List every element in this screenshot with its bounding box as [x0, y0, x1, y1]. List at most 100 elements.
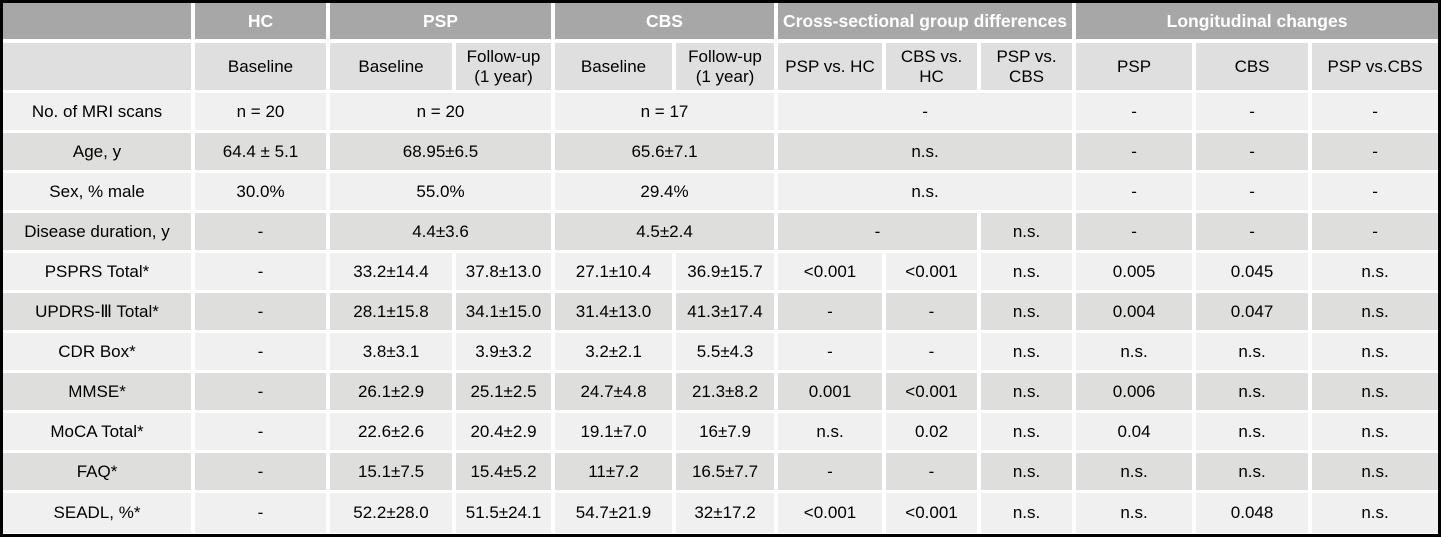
- cell-cbs-merged: 29.4%: [555, 173, 779, 213]
- cell-hc-baseline: -: [195, 333, 330, 373]
- cell-long-cbs: n.s.: [1196, 373, 1313, 413]
- cell-long-cbs: 0.047: [1196, 293, 1313, 333]
- cell-long-psp-vs-cbs: n.s.: [1312, 293, 1438, 333]
- cell-hc-baseline: -: [195, 453, 330, 493]
- group-header-row: HC PSP CBS Cross-sectional group differe…: [3, 3, 1438, 43]
- cell-hc-baseline: 30.0%: [195, 173, 330, 213]
- row-label: FAQ*: [3, 453, 195, 493]
- cell-cbs-vs-hc: 0.02: [886, 413, 982, 453]
- cell-psp-followup: 37.8±13.0: [456, 253, 555, 293]
- cell-long-psp-vs-cbs: -: [1312, 93, 1438, 133]
- row-label: UPDRS-Ⅲ Total*: [3, 293, 195, 333]
- subheader-psp-baseline: Baseline: [330, 43, 456, 93]
- row-label: Sex, % male: [3, 173, 195, 213]
- cell-long-cbs: n.s.: [1196, 413, 1313, 453]
- cell-cbs-vs-hc: -: [886, 293, 982, 333]
- cell-long-psp: 0.005: [1076, 253, 1197, 293]
- group-header-cross-sectional: Cross-sectional group differences: [778, 3, 1077, 43]
- cell-psp-baseline: 15.1±7.5: [330, 453, 456, 493]
- group-header-psp: PSP: [330, 3, 555, 43]
- cell-psp-vs-cbs: n.s.: [981, 213, 1077, 253]
- cell-long-cbs: 0.048: [1196, 493, 1313, 533]
- cell-psp-followup: 34.1±15.0: [456, 293, 555, 333]
- cell-cbs-vs-hc: -: [886, 453, 982, 493]
- cell-cross-merged: -: [778, 93, 1077, 133]
- subheader-psp-followup: Follow-up (1 year): [456, 43, 555, 93]
- cell-long-psp: -: [1076, 213, 1197, 253]
- subheader-cbs-vs-hc: CBS vs. HC: [886, 43, 982, 93]
- cell-cbs-followup: 21.3±8.2: [676, 373, 779, 413]
- cell-long-psp: 0.006: [1076, 373, 1197, 413]
- cell-cross-merged: n.s.: [778, 173, 1077, 213]
- cell-psp-merged: 68.95±6.5: [330, 133, 555, 173]
- cell-cbs-merged: 4.5±2.4: [555, 213, 779, 253]
- cell-cbs-followup: 36.9±15.7: [676, 253, 779, 293]
- cell-hc-baseline: -: [195, 293, 330, 333]
- table-row-mri-scans: No. of MRI scans n = 20 n = 20 n = 17 - …: [3, 93, 1438, 133]
- cell-psp-vs-cbs: n.s.: [981, 253, 1077, 293]
- cell-long-cbs: -: [1196, 173, 1313, 213]
- cell-psp-followup: 3.9±3.2: [456, 333, 555, 373]
- cell-long-cbs: -: [1196, 133, 1313, 173]
- subheader-psp-vs-cbs: PSP vs. CBS: [981, 43, 1077, 93]
- cell-psp-vs-cbs: n.s.: [981, 413, 1077, 453]
- cell-cbs-vs-hc: <0.001: [886, 373, 982, 413]
- cell-long-psp-vs-cbs: n.s.: [1312, 333, 1438, 373]
- table-row-mmse: MMSE* - 26.1±2.9 25.1±2.5 24.7±4.8 21.3±…: [3, 373, 1438, 413]
- cell-cbs-vs-hc: -: [886, 333, 982, 373]
- cell-hc-baseline: -: [195, 413, 330, 453]
- cell-psp-baseline: 28.1±15.8: [330, 293, 456, 333]
- cell-long-psp-vs-cbs: -: [1312, 173, 1438, 213]
- cell-cbs-vs-hc: <0.001: [886, 253, 982, 293]
- cell-long-psp-vs-cbs: -: [1312, 133, 1438, 173]
- cell-cbs-merged: n = 17: [555, 93, 779, 133]
- cell-cbs-followup: 41.3±17.4: [676, 293, 779, 333]
- table-row-disease-duration: Disease duration, y - 4.4±3.6 4.5±2.4 - …: [3, 213, 1438, 253]
- cell-psp-followup: 51.5±24.1: [456, 493, 555, 533]
- cell-long-psp: 0.004: [1076, 293, 1197, 333]
- subheader-psp-vs-hc: PSP vs. HC: [778, 43, 887, 93]
- cell-psp-merged: 4.4±3.6: [330, 213, 555, 253]
- cell-long-cbs: n.s.: [1196, 333, 1313, 373]
- cell-cbs-followup: 32±17.2: [676, 493, 779, 533]
- cell-psp-vs-hc: 0.001: [778, 373, 887, 413]
- group-header-hc: HC: [195, 3, 330, 43]
- subheader-corner: [3, 43, 195, 93]
- subheader-long-psp: PSP: [1076, 43, 1197, 93]
- cell-psp-vs-hc: n.s.: [778, 413, 887, 453]
- row-label: MMSE*: [3, 373, 195, 413]
- cell-hc-baseline: 64.4 ± 5.1: [195, 133, 330, 173]
- cell-long-cbs: -: [1196, 93, 1313, 133]
- row-label: No. of MRI scans: [3, 93, 195, 133]
- cell-hc-baseline: -: [195, 493, 330, 533]
- cell-psp-baseline: 22.6±2.6: [330, 413, 456, 453]
- row-label: SEADL, %*: [3, 493, 195, 533]
- cell-psp-vs-hc: -: [778, 293, 887, 333]
- row-label: MoCA Total*: [3, 413, 195, 453]
- cell-long-psp: n.s.: [1076, 493, 1197, 533]
- cell-cbs-merged: 65.6±7.1: [555, 133, 779, 173]
- cell-cbs-baseline: 27.1±10.4: [555, 253, 676, 293]
- cell-cbs-baseline: 3.2±2.1: [555, 333, 676, 373]
- row-label: PSPRS Total*: [3, 253, 195, 293]
- data-table: HC PSP CBS Cross-sectional group differe…: [3, 3, 1438, 533]
- subheader-long-cbs: CBS: [1196, 43, 1313, 93]
- cell-cbs-baseline: 24.7±4.8: [555, 373, 676, 413]
- cell-psp-baseline: 3.8±3.1: [330, 333, 456, 373]
- subheader-cbs-followup: Follow-up (1 year): [676, 43, 779, 93]
- cell-long-psp-vs-cbs: n.s.: [1312, 453, 1438, 493]
- cell-cross-hc-merged: -: [778, 213, 982, 253]
- cell-hc-baseline: n = 20: [195, 93, 330, 133]
- row-label: Age, y: [3, 133, 195, 173]
- group-header-longitudinal: Longitudinal changes: [1076, 3, 1438, 43]
- cell-long-psp: n.s.: [1076, 333, 1197, 373]
- cell-hc-baseline: -: [195, 213, 330, 253]
- cell-cbs-baseline: 54.7±21.9: [555, 493, 676, 533]
- table-row-psprs-total: PSPRS Total* - 33.2±14.4 37.8±13.0 27.1±…: [3, 253, 1438, 293]
- cell-cbs-vs-hc: <0.001: [886, 493, 982, 533]
- cell-psp-vs-cbs: n.s.: [981, 333, 1077, 373]
- cell-long-psp-vs-cbs: n.s.: [1312, 373, 1438, 413]
- cell-long-psp-vs-cbs: n.s.: [1312, 253, 1438, 293]
- cell-long-psp: 0.04: [1076, 413, 1197, 453]
- subheader-cbs-baseline: Baseline: [555, 43, 676, 93]
